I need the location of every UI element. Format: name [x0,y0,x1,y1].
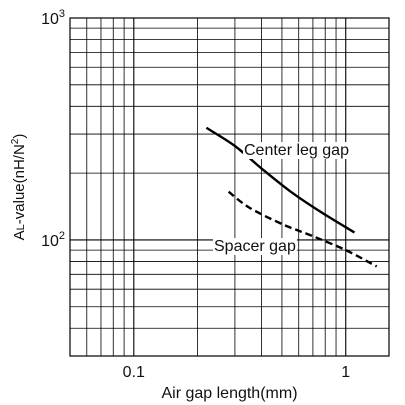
y-tick-label: 102 [41,230,65,250]
tick-labels: 0.1 1 102 103 [41,8,350,381]
series-line-1 [227,190,378,268]
y-tick-label: 103 [41,8,65,28]
label-background [213,238,297,255]
x-axis-label: Air gap length(mm) [161,385,297,402]
plot-series [205,126,378,268]
y-axis-label: AL-value(nH/N2) [10,134,28,241]
label-background [243,142,351,159]
x-tick-label: 1 [341,364,350,381]
grid [70,18,389,356]
series-label-center-leg-gap: Center leg gap [244,142,349,159]
x-tick-label: 0.1 [123,364,145,381]
series-line-0 [205,126,356,234]
plot-frame [69,17,390,357]
series-label-spacer-gap: Spacer gap [214,238,296,255]
